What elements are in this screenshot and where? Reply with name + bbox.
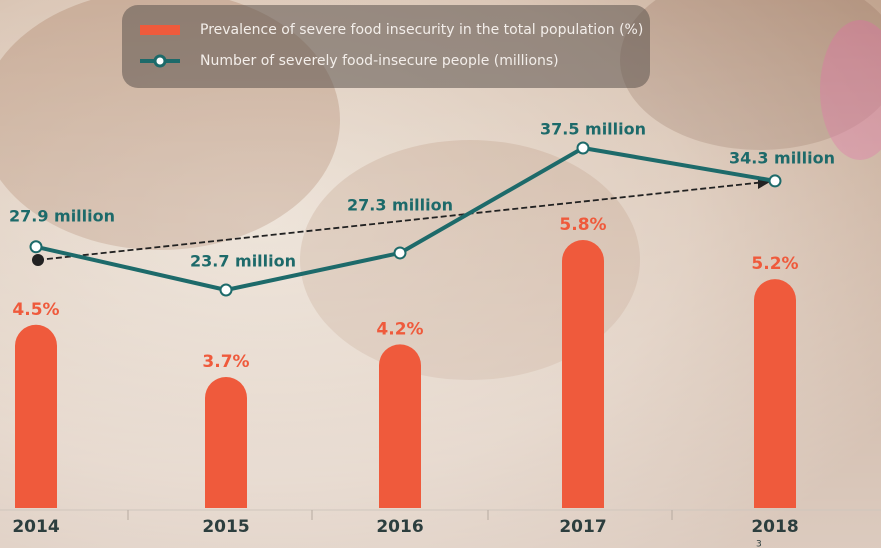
line-value-label: 27.9 million xyxy=(9,206,115,225)
bar xyxy=(15,324,57,508)
bar xyxy=(562,240,604,508)
footnote: 3 xyxy=(756,540,762,548)
line-marker xyxy=(219,283,233,297)
line-marker xyxy=(29,240,43,254)
legend-marker xyxy=(153,54,167,68)
line-marker xyxy=(768,174,782,188)
legend-box xyxy=(122,5,650,88)
line-marker xyxy=(393,246,407,260)
bar xyxy=(379,344,421,508)
bar-value-label: 4.2% xyxy=(376,319,423,339)
bar-value-label: 3.7% xyxy=(202,352,249,372)
legend-label: Prevalence of severe food insecurity in … xyxy=(200,22,643,38)
legend-label: Number of severely food-insecure people … xyxy=(200,53,559,69)
line-value-label: 23.7 million xyxy=(190,252,296,271)
legend-swatch xyxy=(140,25,180,35)
x-tick-label: 2017 xyxy=(559,517,606,537)
x-tick-label: 2015 xyxy=(202,517,249,537)
line-marker xyxy=(576,141,590,155)
bar-value-label: 5.8% xyxy=(559,215,606,235)
bar xyxy=(205,377,247,508)
x-tick-label: 2014 xyxy=(12,517,59,537)
line-value-label: 34.3 million xyxy=(729,148,835,167)
line-value-label: 27.3 million xyxy=(347,195,453,214)
x-tick-label: 2018 xyxy=(751,517,798,537)
line-value-label: 37.5 million xyxy=(540,120,646,139)
bar xyxy=(754,279,796,508)
trend-line xyxy=(37,181,766,261)
bar-value-label: 5.2% xyxy=(751,254,798,274)
trend-start xyxy=(32,254,44,266)
x-tick-label: 2016 xyxy=(376,517,423,537)
bar-value-label: 4.5% xyxy=(12,300,59,320)
